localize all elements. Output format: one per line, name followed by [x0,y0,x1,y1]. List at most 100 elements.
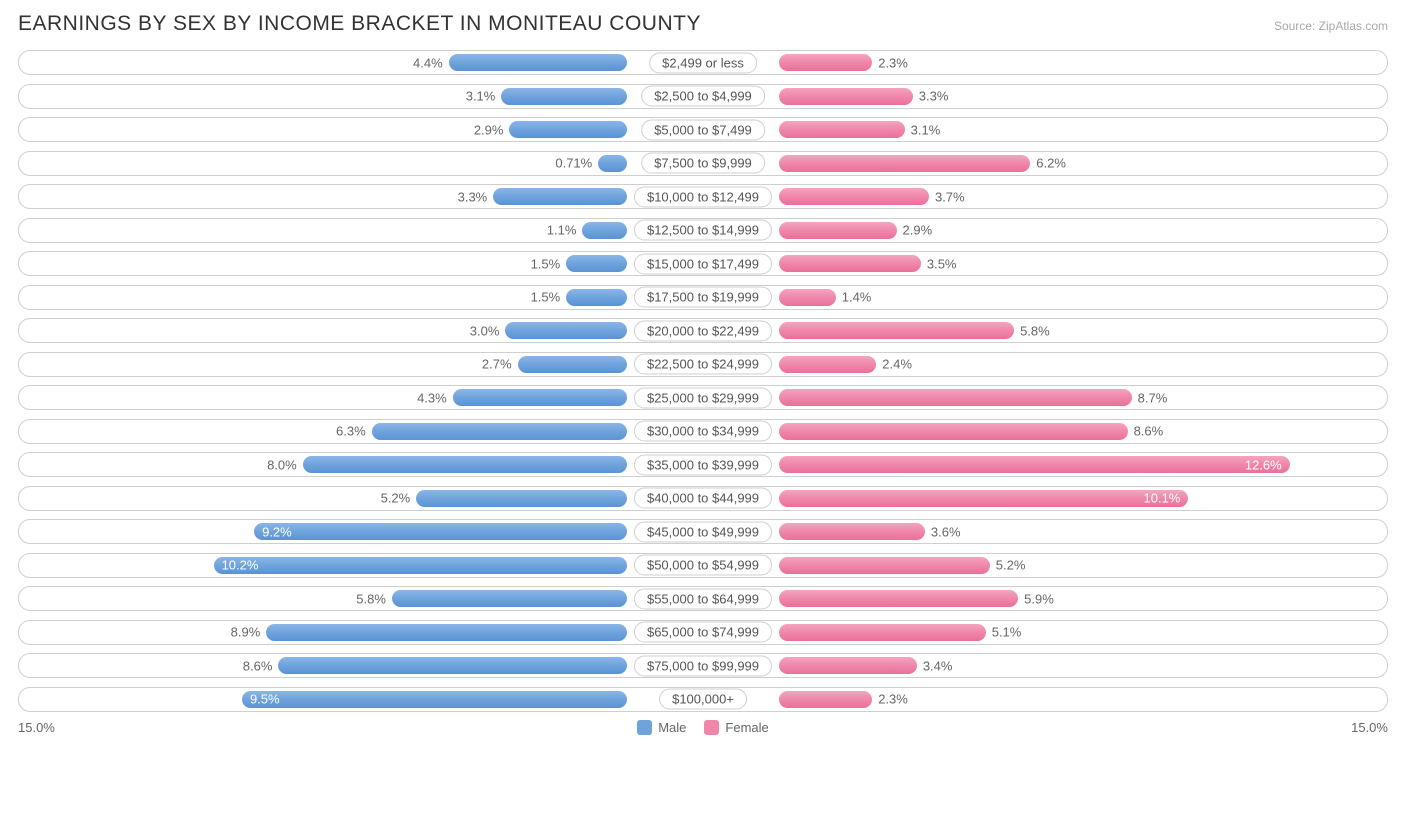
male-half: 4.4% [19,51,703,74]
female-bar: 1.4% [779,289,836,306]
chart-header: EARNINGS BY SEX BY INCOME BRACKET IN MON… [18,12,1388,36]
bracket-label: $50,000 to $54,999 [634,555,772,576]
chart-row: 3.3%3.7%$10,000 to $12,499 [18,184,1388,209]
male-half: 2.7% [19,353,703,376]
female-half: 5.2% [703,554,1387,577]
male-bar: 8.0% [303,456,627,473]
female-bar: 8.7% [779,389,1132,406]
male-bar: 6.3% [372,423,627,440]
male-value: 1.5% [531,290,561,305]
male-half: 4.3% [19,386,703,409]
bracket-label: $55,000 to $64,999 [634,588,772,609]
male-value: 8.9% [231,625,261,640]
chart-row: 0.71%6.2%$7,500 to $9,999 [18,151,1388,176]
male-half: 9.5% [19,688,703,711]
bracket-label: $65,000 to $74,999 [634,622,772,643]
female-half: 8.6% [703,420,1387,443]
female-value: 5.2% [996,558,1026,573]
bracket-label: $25,000 to $29,999 [634,387,772,408]
male-half: 8.9% [19,621,703,644]
female-value: 3.7% [935,189,965,204]
female-bar: 3.3% [779,88,913,105]
female-half: 6.2% [703,152,1387,175]
female-value: 1.4% [842,290,872,305]
female-bar: 3.1% [779,121,905,138]
male-half: 9.2% [19,520,703,543]
female-bar: 3.4% [779,657,917,674]
bracket-label: $75,000 to $99,999 [634,655,772,676]
female-bar: 12.6% [779,456,1290,473]
diverging-bar-chart: 4.4%2.3%$2,499 or less3.1%3.3%$2,500 to … [18,50,1388,712]
chart-row: 8.6% 3.4% $75,000 to $99,999 [18,653,1388,678]
female-bar: 2.9% [779,222,897,239]
male-bar: 1.1% [582,222,627,239]
chart-row: 9.2%3.6%$45,000 to $49,999 [18,519,1388,544]
chart-row: 4.3% 8.7% $25,000 to $29,999 [18,385,1388,410]
female-half: 5.8% [703,319,1387,342]
bracket-label: $35,000 to $39,999 [634,454,772,475]
female-half: 2.3% [703,688,1387,711]
male-bar: 4.4% [449,54,627,71]
male-bar: 3.0% [505,322,627,339]
male-bar: 9.5% [242,691,627,708]
bracket-label: $15,000 to $17,499 [634,253,772,274]
female-value: 3.6% [931,524,961,539]
male-bar: 3.3% [493,188,627,205]
female-value: 5.1% [992,625,1022,640]
female-value: 5.9% [1024,591,1054,606]
female-bar: 3.5% [779,255,921,272]
female-half: 3.4% [703,654,1387,677]
chart-row: 1.1% 2.9% $12,500 to $14,999 [18,218,1388,243]
male-value: 9.2% [262,524,292,539]
female-value: 2.4% [882,357,912,372]
legend-male-label: Male [658,720,686,735]
female-bar: 5.9% [779,590,1018,607]
bracket-label: $5,000 to $7,499 [641,119,765,140]
male-bar: 10.2% [214,557,627,574]
female-value: 2.3% [878,55,908,70]
female-half: 3.7% [703,185,1387,208]
chart-footer: 15.0% Male Female 15.0% [18,720,1388,735]
chart-row: 9.5%2.3%$100,000+ [18,687,1388,712]
female-value: 6.2% [1036,156,1066,171]
male-bar: 5.2% [416,490,627,507]
male-bar: 2.9% [509,121,627,138]
female-value: 10.1% [1144,491,1181,506]
male-value: 4.3% [417,390,447,405]
bracket-label: $7,500 to $9,999 [641,153,765,174]
chart-title: EARNINGS BY SEX BY INCOME BRACKET IN MON… [18,12,701,36]
male-bar: 5.8% [392,590,627,607]
male-value: 2.9% [474,122,504,137]
chart-row: 3.0%5.8%$20,000 to $22,499 [18,318,1388,343]
female-bar: 5.8% [779,322,1014,339]
female-half: 2.4% [703,353,1387,376]
female-swatch-icon [704,720,719,735]
male-bar: 2.7% [518,356,627,373]
chart-row: 1.5% 3.5% $15,000 to $17,499 [18,251,1388,276]
chart-row: 3.1%3.3%$2,500 to $4,999 [18,84,1388,109]
male-half: 1.1% [19,219,703,242]
female-half: 8.7% [703,386,1387,409]
male-value: 3.3% [458,189,488,204]
female-bar: 5.2% [779,557,990,574]
female-half: 2.9% [703,219,1387,242]
male-bar: 3.1% [501,88,627,105]
female-value: 5.8% [1020,323,1050,338]
male-bar: 8.6% [278,657,627,674]
female-half: 3.1% [703,118,1387,141]
female-bar: 2.3% [779,691,872,708]
bracket-label: $12,500 to $14,999 [634,220,772,241]
male-value: 9.5% [250,692,280,707]
axis-max-right: 15.0% [1351,720,1388,735]
female-bar: 10.1% [779,490,1188,507]
male-half: 1.5% [19,286,703,309]
female-value: 3.4% [923,658,953,673]
female-half: 2.3% [703,51,1387,74]
male-bar: 1.5% [566,255,627,272]
male-half: 6.3% [19,420,703,443]
female-value: 3.3% [919,89,949,104]
female-value: 8.6% [1134,424,1164,439]
female-bar: 3.6% [779,523,925,540]
male-half: 5.8% [19,587,703,610]
chart-row: 1.5%1.4%$17,500 to $19,999 [18,285,1388,310]
